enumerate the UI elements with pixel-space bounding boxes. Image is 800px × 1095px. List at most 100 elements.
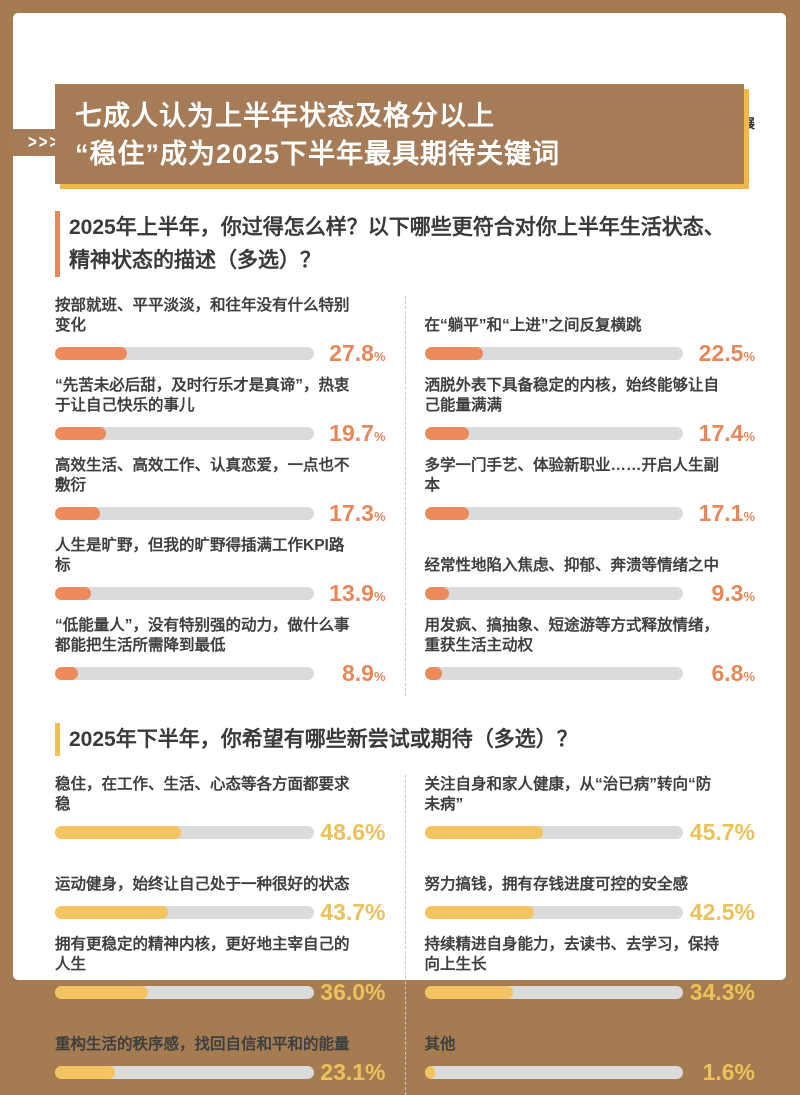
percent-sign: % [365,1059,386,1085]
item-label: 洒脱外表下具备稳定的内核，始终能够让自己能量满满 [424,377,720,414]
item-value: 9.3% [711,580,755,606]
headline-line-1: 七成人认为上半年状态及格分以上 [75,101,495,131]
bar-fill [55,507,100,520]
survey-item: 在“躺平”和“上进”之间反复横跳 22.5% [424,296,755,366]
survey-item: 关注自身和家人健康，从“治已病”转向“防未病” 45.7% [424,775,755,845]
headline-line-2: “稳住”成为2025下半年最具期待关键词 [75,139,561,169]
section-accent-bar [55,211,60,277]
item-label: 在“躺平”和“上进”之间反复横跳 [424,317,642,334]
bar-track [55,986,314,999]
bar-track [55,347,314,360]
item-value: 13.9% [329,580,386,606]
survey-item: 经常性地陷入焦虑、抑郁、奔溃等情绪之中 9.3% [424,536,755,606]
bar-fill [424,906,535,919]
survey-item: 持续精进自身能力，去读书、去学习，保持向上生长 34.3% [424,935,755,1004]
item-value: 1.6% [702,1059,755,1085]
item-value: 42.5% [689,899,755,925]
bar-fill [424,986,514,999]
item-value: 17.1% [698,500,755,526]
item-label: 关注自身和家人健康，从“治已病”转向“防未病” [424,776,712,813]
item-value: 45.7% [689,819,755,845]
percent-sign: % [365,979,386,1005]
bar-track [424,347,683,360]
bar-track [55,587,314,600]
survey-item: “低能量人”，没有特别强的动力，做什么事都能把生活所需降到最低 8.9% [55,616,386,685]
bar-fill [424,1066,435,1079]
section-accent-bar [55,723,60,756]
bar-track [424,906,683,919]
bar-fill [55,826,181,839]
item-value: 36.0% [320,979,386,1005]
bar-fill [55,347,127,360]
item-label: “先苦未必后甜，及时行乐才是真谛”，热衷于让自己快乐的事儿 [55,377,350,414]
bar-fill [55,1066,115,1079]
item-value: 6.8% [711,660,755,686]
survey-item: 用发疯、搞抽象、短途游等方式释放情绪，重获生活主动权 6.8% [424,616,755,686]
item-label: 拥有更稳定的精神内核，更好地主宰自己的人生 [55,936,350,973]
bar-fill [424,667,443,680]
triple-chevron-icon: >>> [28,131,61,154]
bar-track [55,667,314,680]
bar-track [55,427,314,440]
item-value: 48.6% [320,819,386,845]
item-value: 23.1% [320,1059,386,1085]
percent-sign: % [373,509,386,524]
percent-sign: % [365,819,386,845]
bar-fill [55,587,91,600]
bar-track [55,826,314,839]
item-label: 人生是旷野，但我的旷野得插满工作KPI路标 [55,537,345,574]
item-label: 努力搞钱，拥有存钱进度可控的安全感 [424,876,689,893]
bar-fill [424,507,469,520]
survey-item: 按部就班、平平淡淡，和往年没有什么特别变化 27.8% [55,296,386,365]
survey-item: 其他 1.6% [424,1015,755,1085]
bar-fill [55,906,168,919]
bar-track [55,906,314,919]
item-value: 22.5% [698,340,755,366]
bar-fill [424,427,470,440]
bar-fill [55,427,106,440]
percent-sign: % [743,589,755,604]
survey-item: 稳住，在工作、生活、心态等各方面都要求稳 48.6% [55,775,386,844]
survey-item: 多学一门手艺、体验新职业……开启人生副本 17.1% [424,456,755,526]
survey-item: 努力搞钱，拥有存钱进度可控的安全感 42.5% [424,855,755,925]
left-column: 稳住，在工作、生活、心态等各方面都要求稳 48.6% 运动健身，始终让自己处于一种很… [55,775,386,1095]
survey-item: 高效生活、高效工作、认真恋爱，一点也不敷衍 17.3% [55,456,386,525]
item-label: 经常性地陷入焦虑、抑郁、奔溃等情绪之中 [424,557,720,574]
section-title: 2025年上半年，你过得怎么样？以下哪些更符合对你上半年生活状态、精神状态的描述… [69,216,725,272]
percent-sign: % [743,349,755,364]
percent-sign: % [743,429,755,444]
percent-sign: % [373,349,386,364]
bar-fill [424,587,449,600]
percent-sign: % [734,1059,755,1085]
item-label: “低能量人”，没有特别强的动力，做什么事都能把生活所需降到最低 [55,617,350,654]
item-label: 用发疯、搞抽象、短途游等方式释放情绪，重获生活主动权 [424,617,720,654]
bar-track [424,507,683,520]
section-second-half: 2025年下半年，你希望有哪些新尝试或期待（多选）？ 稳住，在工作、生活、心态等… [55,723,755,1095]
section-title: 2025年下半年，你希望有哪些新尝试或期待（多选）？ [69,728,578,751]
bar-fill [424,826,543,839]
percent-sign: % [373,589,386,604]
survey-item: 人生是旷野，但我的旷野得插满工作KPI路标 13.9% [55,536,386,605]
section-first-half: 2025年上半年，你过得怎么样？以下哪些更符合对你上半年生活状态、精神状态的描述… [55,211,755,696]
item-value: 19.7% [329,420,386,446]
bar-track [424,667,683,680]
item-value: 43.7% [320,899,386,925]
item-label: 重构生活的秩序感，找回自信和平和的能量 [55,1036,350,1053]
item-label: 按部就班、平平淡淡，和往年没有什么特别变化 [55,297,350,334]
bar-track [424,587,683,600]
item-label: 多学一门手艺、体验新职业……开启人生副本 [424,457,720,494]
item-label: 其他 [424,1036,456,1053]
bar-fill [424,347,483,360]
item-label: 持续精进自身能力，去读书、去学习，保持向上生长 [424,936,720,973]
bar-track [55,1066,314,1079]
bar-track [424,427,683,440]
bar-track [55,507,314,520]
left-column: 按部就班、平平淡淡，和往年没有什么特别变化 27.8% “先苦未必后甜，及时行乐才是… [55,296,386,696]
percent-sign: % [743,669,755,684]
bar-track [424,986,683,999]
item-label: 高效生活、高效工作、认真恋爱，一点也不敷衍 [55,457,350,494]
survey-item: 重构生活的秩序感，找回自信和平和的能量 23.1% [55,1015,386,1084]
survey-item: 洒脱外表下具备稳定的内核，始终能够让自己能量满满 17.4% [424,376,755,445]
bar-fill [55,986,149,999]
percent-sign: % [734,899,755,925]
